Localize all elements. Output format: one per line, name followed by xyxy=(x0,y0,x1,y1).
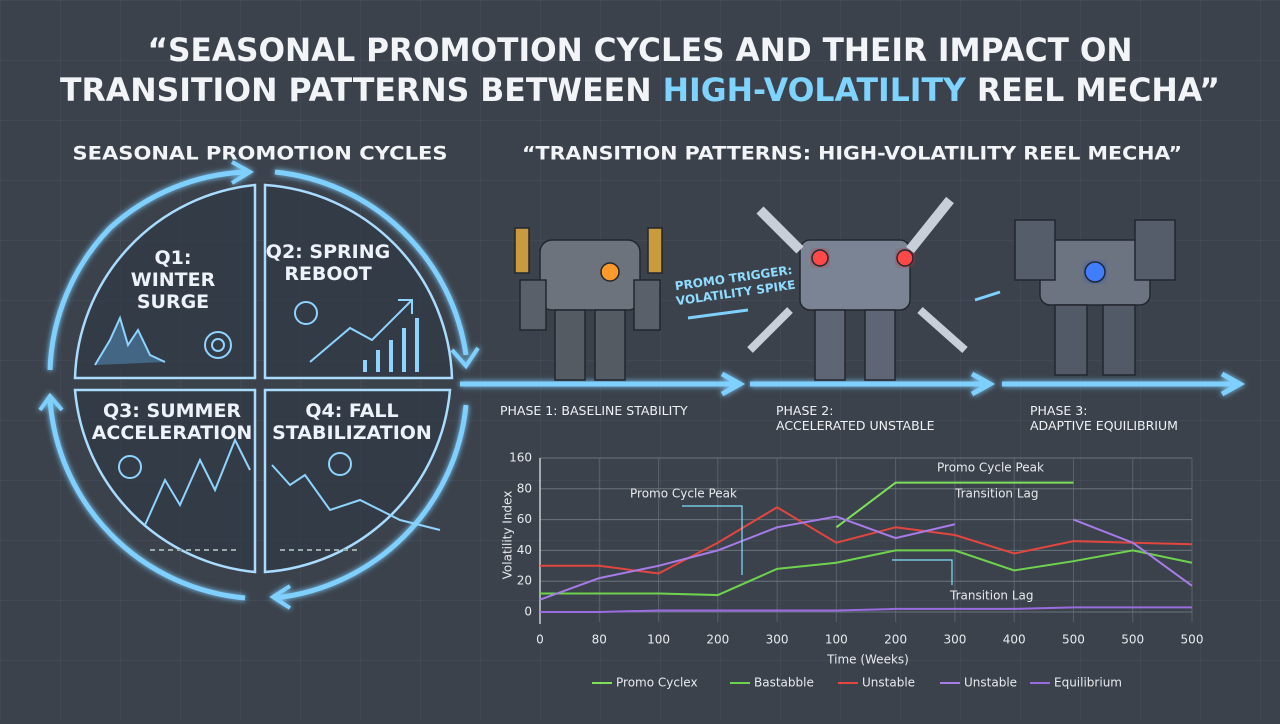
mecha-heading: “TRANSITION PATTERNS: HIGH-VOLATILITY RE… xyxy=(522,143,1182,165)
quadrant-label: Q2: SPRING REBOOT xyxy=(266,241,390,285)
phase-label: PHASE 3: ADAPTIVE EQUILIBRIUM xyxy=(1030,403,1178,433)
title-part: REEL MECHA” xyxy=(966,71,1220,109)
trigger-arrow xyxy=(687,290,1001,320)
y-tick-label: 80 xyxy=(517,481,532,495)
chart: 0 80 100 200 300 100 200 300 400 500 500 500 0 20 40 60… xyxy=(501,451,1204,690)
phase-line: ADAPTIVE EQUILIBRIUM xyxy=(1030,418,1178,433)
x-tick-label: 300 xyxy=(943,633,966,647)
legend-label: Equilibrium xyxy=(1054,676,1122,690)
quadrant-line: REBOOT xyxy=(284,263,371,285)
quadrant-line: Q1: xyxy=(155,247,192,269)
x-tick-label: 500 xyxy=(1062,633,1085,647)
y-tick-label: 40 xyxy=(517,543,532,557)
legend-label: Unstable xyxy=(862,676,915,690)
quadrant-label: Q3: SUMMER ACCELERATION xyxy=(92,400,253,444)
phase-line: PHASE 1: BASELINE STABILITY xyxy=(500,403,688,418)
quadrant-line: SURGE xyxy=(137,291,209,313)
y-tick-label: 20 xyxy=(517,574,532,588)
quadrant-label: Q1: WINTER SURGE xyxy=(131,247,216,313)
cycle-heading: SEASONAL PROMOTION CYCLES xyxy=(73,143,448,165)
title-highlight: HIGH-VOLATILITY xyxy=(663,71,967,109)
series-line xyxy=(539,515,1193,601)
quadrant-line: WINTER xyxy=(131,269,216,291)
quadrant-line: Q3: SUMMER xyxy=(103,400,241,422)
phase-line: PHASE 2: xyxy=(776,403,833,418)
title-part: TRANSITION PATTERNS BETWEEN xyxy=(60,71,663,109)
phase-line: ACCELERATED UNSTABLE xyxy=(776,418,935,433)
title-line: TRANSITION PATTERNS BETWEEN HIGH-VOLATIL… xyxy=(60,71,1220,109)
series-line xyxy=(540,606,1192,613)
y-tick-label: 60 xyxy=(517,512,532,526)
legend-label: Promo Cyclex xyxy=(616,676,698,690)
series-line xyxy=(835,481,1074,529)
title-line: “SEASONAL PROMOTION CYCLES AND THEIR IMP… xyxy=(148,31,1133,69)
x-tick-label: 0 xyxy=(536,633,544,647)
x-tick-label: 100 xyxy=(647,633,670,647)
x-tick-label: 300 xyxy=(766,633,789,647)
x-tick-label: 500 xyxy=(1181,633,1204,647)
annotation: Transition Lag xyxy=(949,589,1034,603)
quadrant-line: ACCELERATION xyxy=(92,422,253,444)
x-tick-label: 400 xyxy=(1003,633,1026,647)
x-tick-label: 80 xyxy=(592,633,607,647)
phase-label: PHASE 1: BASELINE STABILITY xyxy=(500,403,688,418)
legend-label: Bastabble xyxy=(754,676,814,690)
x-tick-label: 200 xyxy=(706,633,729,647)
robots xyxy=(514,196,1176,381)
y-axis-label: Volatility Index xyxy=(501,491,515,580)
quadrant-line: Q4: FALL xyxy=(305,400,398,422)
annotation-leader xyxy=(892,559,953,585)
phase-line: PHASE 3: xyxy=(1030,403,1087,418)
quadrant-icons xyxy=(94,299,441,551)
quadrant-line: Q2: SPRING xyxy=(266,241,390,263)
series-line xyxy=(540,549,1193,597)
annotation: Promo Cycle Peak xyxy=(937,461,1044,475)
phase-label: PHASE 2: ACCELERATED UNSTABLE xyxy=(776,403,935,433)
x-tick-label: 100 xyxy=(825,633,848,647)
cycle-ring xyxy=(38,160,1246,610)
annotation: Transition Lag xyxy=(954,487,1039,501)
quadrant-label: Q4: FALL STABILIZATION xyxy=(272,400,432,444)
quadrant-line: STABILIZATION xyxy=(272,422,432,444)
x-axis-label: Time (Weeks) xyxy=(826,653,909,667)
y-tick-label: 0 xyxy=(524,605,532,619)
x-tick-label: 200 xyxy=(884,633,907,647)
legend-label: Unstable xyxy=(964,676,1017,690)
annotation-leader xyxy=(682,505,743,575)
x-tick-label: 500 xyxy=(1121,633,1144,647)
series-line xyxy=(540,506,1193,575)
y-tick-label: 160 xyxy=(509,451,532,465)
annotation: Promo Cycle Peak xyxy=(630,487,737,501)
